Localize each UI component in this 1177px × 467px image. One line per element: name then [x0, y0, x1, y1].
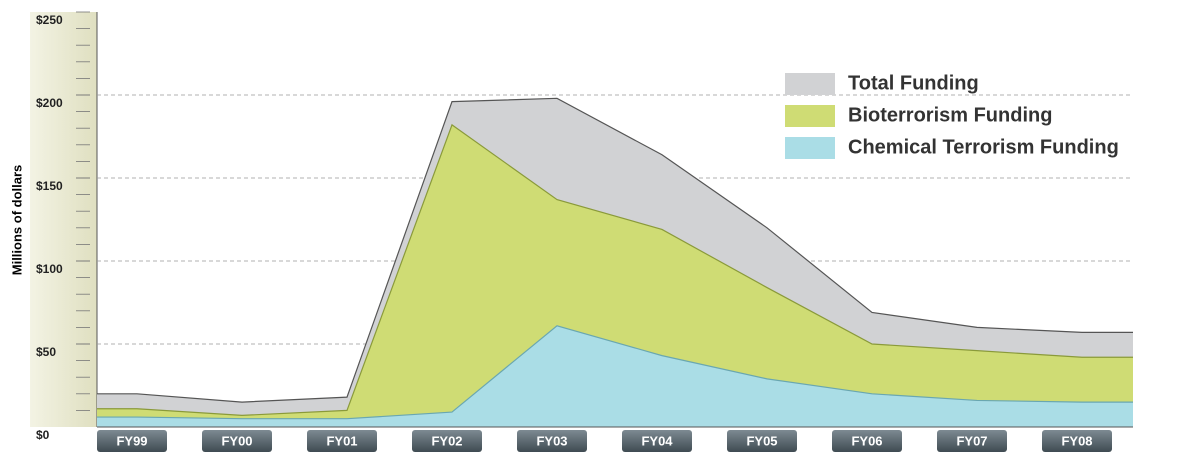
x-tick-label: FY01	[326, 433, 357, 448]
area	[137, 124, 1082, 427]
x-tick-button	[517, 430, 587, 452]
x-tick-label: FY06	[851, 433, 882, 448]
area-edge	[1082, 402, 1133, 427]
x-tick-button	[727, 430, 797, 452]
area	[137, 325, 1082, 427]
axis-panel	[30, 12, 97, 427]
x-tick-label: FY02	[431, 433, 462, 448]
x-tick-button	[622, 430, 692, 452]
x-tick-label: FY07	[956, 433, 987, 448]
x-tick-label: FY05	[746, 433, 777, 448]
legend-label: Total Funding	[848, 72, 979, 94]
x-tick-label: FY04	[641, 433, 673, 448]
legend-label: Bioterrorism Funding	[848, 104, 1052, 126]
area-outline	[97, 97, 1133, 403]
legend-label: Chemical Terrorism Funding	[848, 136, 1119, 158]
legend-swatch	[785, 73, 835, 95]
y-tick-label: $0	[36, 428, 50, 442]
y-tick-label: $200	[36, 96, 63, 110]
y-axis-title: Millions of dollars	[9, 165, 24, 276]
x-tick-button	[937, 430, 1007, 452]
x-tick-button	[1042, 430, 1112, 452]
x-tick-button	[202, 430, 272, 452]
y-tick-label: $100	[36, 262, 63, 276]
x-tick-label: FY03	[536, 433, 567, 448]
x-tick-button	[307, 430, 377, 452]
x-tick-button	[97, 430, 167, 452]
area-edge	[97, 417, 137, 427]
y-tick-label: $150	[36, 179, 63, 193]
area-outline	[97, 123, 1133, 416]
legend-swatch	[785, 105, 835, 127]
y-tick-label: $50	[36, 345, 56, 359]
x-tick-label: FY99	[116, 433, 147, 448]
x-tick-button	[832, 430, 902, 452]
y-tick-label: $250	[36, 13, 63, 27]
area-outline	[97, 325, 1133, 420]
x-tick-button	[412, 430, 482, 452]
x-tick-label: FY08	[1061, 433, 1092, 448]
legend-swatch	[785, 137, 835, 159]
x-tick-label: FY00	[221, 433, 252, 448]
